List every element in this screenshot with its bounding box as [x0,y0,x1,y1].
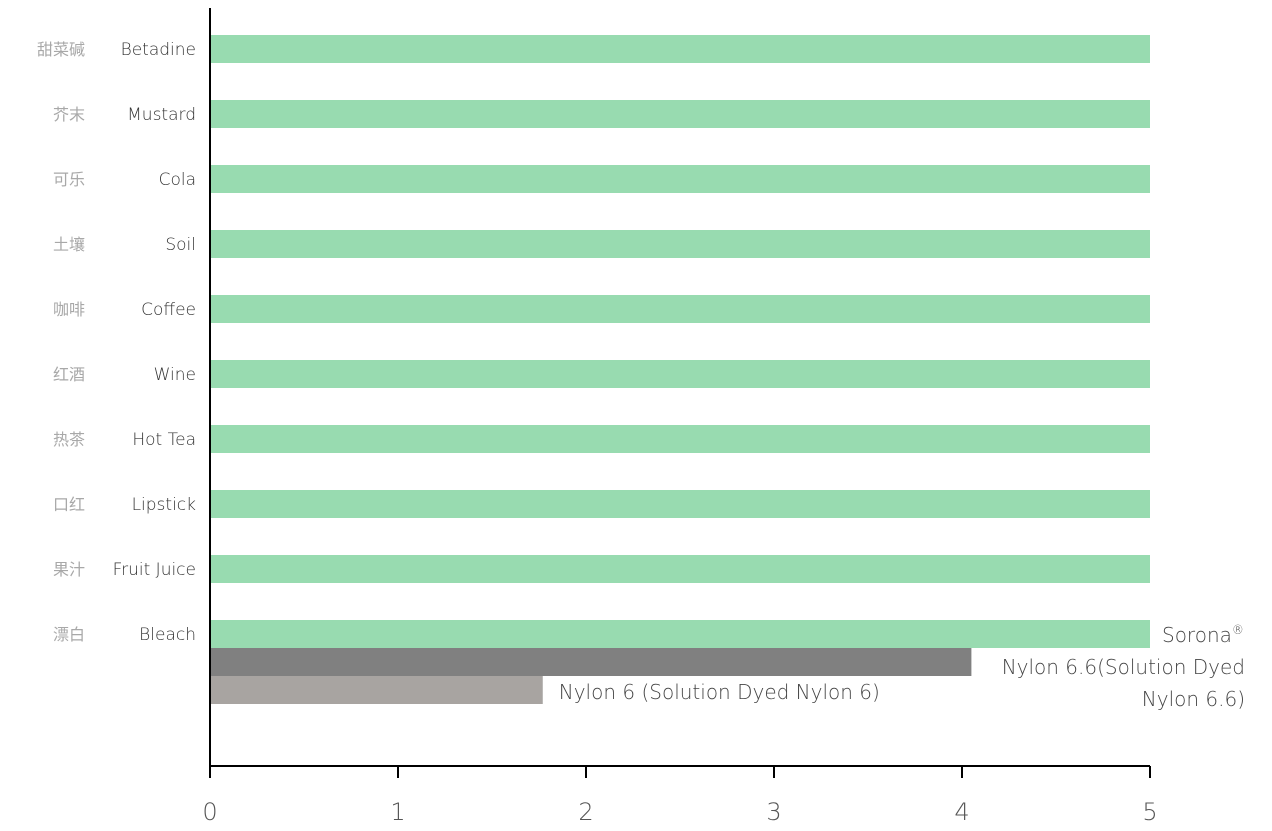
bar [210,555,1150,583]
bar [210,295,1150,323]
category-label-en: Lipstick [132,495,197,515]
x-tick-label: 2 [578,798,593,826]
x-axis-ticks: 0 1 2 3 4 5 [202,766,1158,826]
bar [210,35,1150,63]
category-label-en: Bleach [139,625,196,645]
x-tick-label: 1 [390,798,405,826]
bar [210,676,543,704]
category-label-cn: 甜菜碱 [37,40,85,59]
category-label-en: Cola [159,170,196,190]
category-labels: 甜菜碱 Betadine 芥末 Mustard 可乐 Cola 土壤 Soil 咖啡 Coffee… [37,40,196,645]
x-tick-label: 4 [954,798,969,826]
bars-group [210,35,1150,704]
category-label-en: Coffee [141,300,196,320]
category-label-cn: 热茶 [53,430,85,449]
category-label-cn: 漂白 [53,625,85,644]
category-label-en: Soil [165,235,196,255]
category-label-en: Fruit Juice [113,560,196,580]
series-label: Sorona® [1162,623,1244,647]
bar [210,360,1150,388]
x-tick-label: 3 [766,798,781,826]
bar [210,425,1150,453]
category-label-cn: 果汁 [53,560,85,579]
bar [210,100,1150,128]
category-label-cn: 土壤 [53,235,85,254]
category-label-cn: 口红 [53,495,85,514]
series-labels: Sorona® Nylon 6.6(Solution Dyed Nylon 6.6)… [559,623,1245,711]
series-label: Nylon 6 (Solution Dyed Nylon 6) [559,680,880,704]
category-label-cn: 芥末 [53,105,85,124]
bar [210,490,1150,518]
category-label-en: Wine [154,365,196,385]
bar [210,620,1150,648]
category-label-cn: 红酒 [53,365,85,384]
x-tick-label: 5 [1142,798,1157,826]
category-label-en: Hot Tea [132,430,196,450]
category-label-cn: 可乐 [53,170,85,189]
category-label-cn: 咖啡 [53,300,85,319]
category-label-en: Mustard [127,105,196,125]
series-label: Nylon 6.6) [1142,687,1245,711]
bar [210,165,1150,193]
bar [210,648,972,676]
series-label: Nylon 6.6(Solution Dyed [1002,655,1245,679]
bar [210,230,1150,258]
x-tick-label: 0 [202,798,217,826]
category-label-en: Betadine [121,40,196,60]
